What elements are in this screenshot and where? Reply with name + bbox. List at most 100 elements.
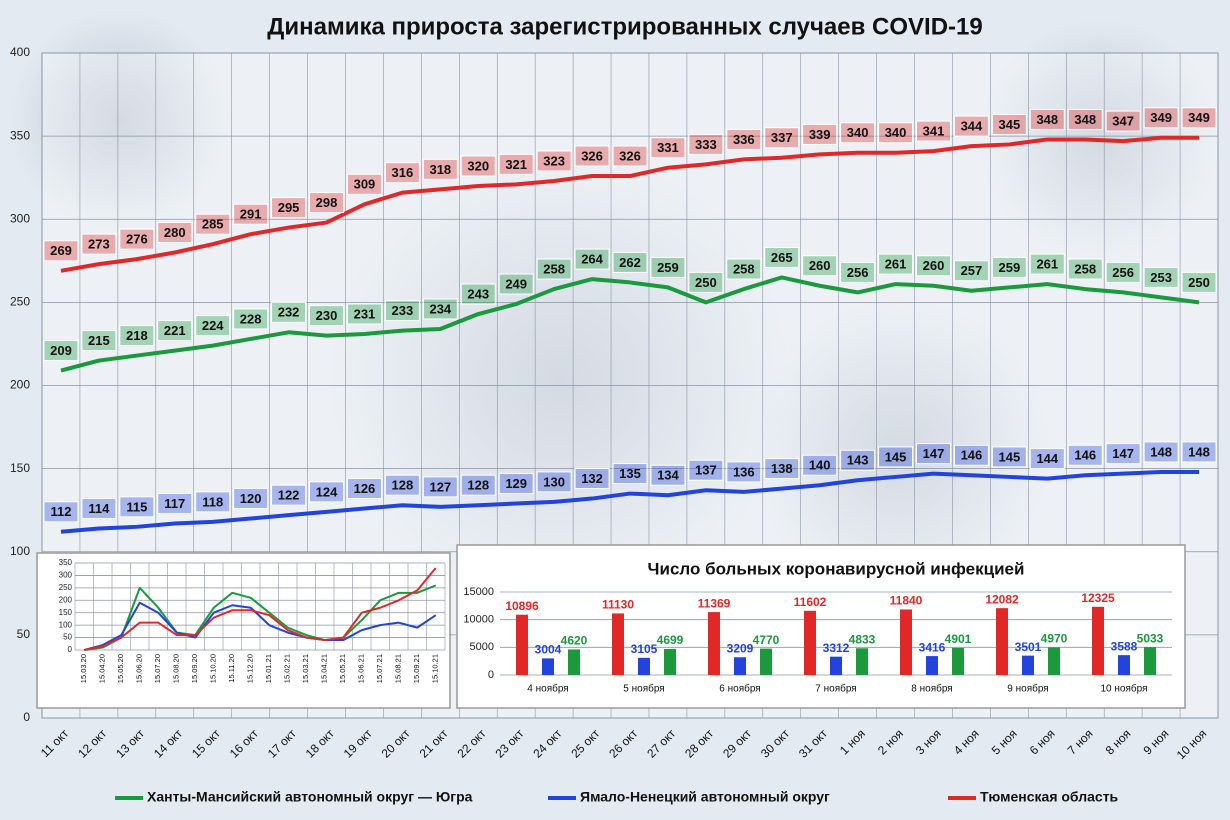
data-label: 114 bbox=[88, 501, 110, 516]
data-label: 256 bbox=[847, 265, 869, 280]
label-box bbox=[764, 127, 800, 149]
y-tick-label: 200 bbox=[10, 378, 30, 392]
data-label: 259 bbox=[657, 260, 679, 275]
data-label: 321 bbox=[505, 157, 527, 172]
data-label: 115 bbox=[126, 499, 147, 514]
data-label: 295 bbox=[278, 200, 300, 215]
x-tick-label: 15.07.21 bbox=[375, 654, 384, 683]
bar bbox=[708, 612, 720, 675]
data-label: 221 bbox=[164, 323, 186, 338]
data-label: 250 bbox=[1188, 275, 1210, 290]
y-tick-label: 300 bbox=[59, 571, 73, 580]
x-tick-label: 15.05.21 bbox=[338, 654, 347, 683]
bar bbox=[1022, 655, 1034, 675]
data-label: 345 bbox=[999, 117, 1021, 132]
label-box bbox=[802, 454, 838, 476]
data-label: 4901 bbox=[945, 632, 972, 646]
label-box bbox=[726, 128, 762, 150]
data-label: 3588 bbox=[1111, 639, 1138, 653]
data-label: 11840 bbox=[890, 594, 923, 608]
data-label: 234 bbox=[429, 301, 451, 316]
x-tick-label: 15.09.20 bbox=[190, 654, 199, 683]
x-tick-label: 5 ноября bbox=[623, 683, 664, 695]
label-box bbox=[460, 155, 496, 177]
data-label: 326 bbox=[581, 148, 603, 163]
y-tick-label: 300 bbox=[10, 211, 30, 225]
data-label: 128 bbox=[467, 478, 489, 493]
series-line bbox=[84, 567, 437, 651]
x-tick-label: 15.06.21 bbox=[357, 654, 366, 683]
x-tick-label: 15.09.21 bbox=[412, 654, 421, 683]
data-label: 10896 bbox=[505, 599, 539, 613]
data-label: 137 bbox=[695, 463, 717, 478]
x-tick-label: 8 ноября bbox=[911, 683, 952, 695]
y-tick-label: 100 bbox=[10, 544, 30, 558]
label-box bbox=[536, 471, 572, 493]
y-tick-label: 250 bbox=[59, 583, 73, 592]
data-label: 259 bbox=[999, 260, 1021, 275]
label-box bbox=[43, 340, 79, 362]
x-tick-label: 9 ноября bbox=[1007, 683, 1048, 695]
data-label: 331 bbox=[657, 140, 679, 155]
label-box bbox=[574, 468, 610, 490]
y-tick-label: 150 bbox=[10, 461, 30, 475]
data-label: 3501 bbox=[1015, 640, 1042, 654]
y-tick-label: 350 bbox=[10, 128, 30, 142]
data-label: 276 bbox=[126, 232, 148, 247]
data-label: 349 bbox=[1188, 110, 1210, 125]
bar bbox=[638, 657, 650, 675]
label-box bbox=[1029, 253, 1065, 275]
data-label: 230 bbox=[316, 308, 338, 323]
data-label: 134 bbox=[657, 468, 679, 483]
x-tick-label: 15.04.21 bbox=[320, 654, 329, 683]
x-tick-label: 15.08.20 bbox=[172, 654, 181, 683]
label-box bbox=[840, 449, 876, 471]
data-label: 273 bbox=[88, 237, 110, 252]
data-label: 336 bbox=[733, 132, 755, 147]
data-label: 135 bbox=[619, 466, 641, 481]
data-label: 130 bbox=[543, 474, 565, 489]
data-label: 11602 bbox=[794, 595, 827, 609]
decor bbox=[10, 10, 230, 230]
label-box bbox=[157, 222, 193, 243]
data-label: 320 bbox=[467, 158, 489, 173]
data-label: 291 bbox=[240, 207, 262, 222]
data-label: 269 bbox=[50, 243, 72, 258]
data-label: 117 bbox=[164, 496, 185, 511]
data-label: 285 bbox=[202, 217, 224, 232]
data-label: 340 bbox=[885, 125, 907, 140]
data-label: 340 bbox=[847, 125, 869, 140]
series-line bbox=[60, 469, 1200, 534]
data-label: 124 bbox=[316, 484, 338, 499]
label-box bbox=[1105, 443, 1141, 465]
label-box bbox=[422, 158, 458, 180]
label-box bbox=[915, 255, 951, 277]
bar bbox=[542, 658, 554, 675]
data-label: 143 bbox=[847, 453, 869, 468]
label-box bbox=[915, 120, 951, 142]
bar bbox=[760, 648, 772, 675]
label-box bbox=[498, 473, 534, 495]
data-label: 349 bbox=[1150, 110, 1172, 125]
label-box bbox=[346, 173, 382, 195]
inset-panel bbox=[36, 552, 451, 709]
label-box bbox=[195, 315, 231, 337]
x-tick-label: 15.08.21 bbox=[394, 654, 403, 683]
x-tick-label: 10 ноября bbox=[1101, 683, 1148, 695]
data-label: 147 bbox=[1112, 446, 1134, 461]
y-tick-label: 10000 bbox=[463, 614, 494, 626]
x-tick-label: 15.02.21 bbox=[283, 654, 292, 683]
data-label: 258 bbox=[733, 262, 755, 277]
y-tick-label: 150 bbox=[59, 608, 73, 617]
label-box bbox=[840, 122, 876, 144]
data-label: 118 bbox=[202, 494, 223, 509]
bar bbox=[804, 610, 816, 675]
x-tick-label: 15.03.21 bbox=[301, 654, 310, 683]
data-label: 339 bbox=[809, 127, 831, 142]
data-label: 347 bbox=[1112, 114, 1134, 129]
bar bbox=[926, 656, 938, 675]
data-label: 218 bbox=[126, 328, 148, 343]
label-box bbox=[271, 301, 307, 323]
data-label: 126 bbox=[354, 481, 376, 496]
